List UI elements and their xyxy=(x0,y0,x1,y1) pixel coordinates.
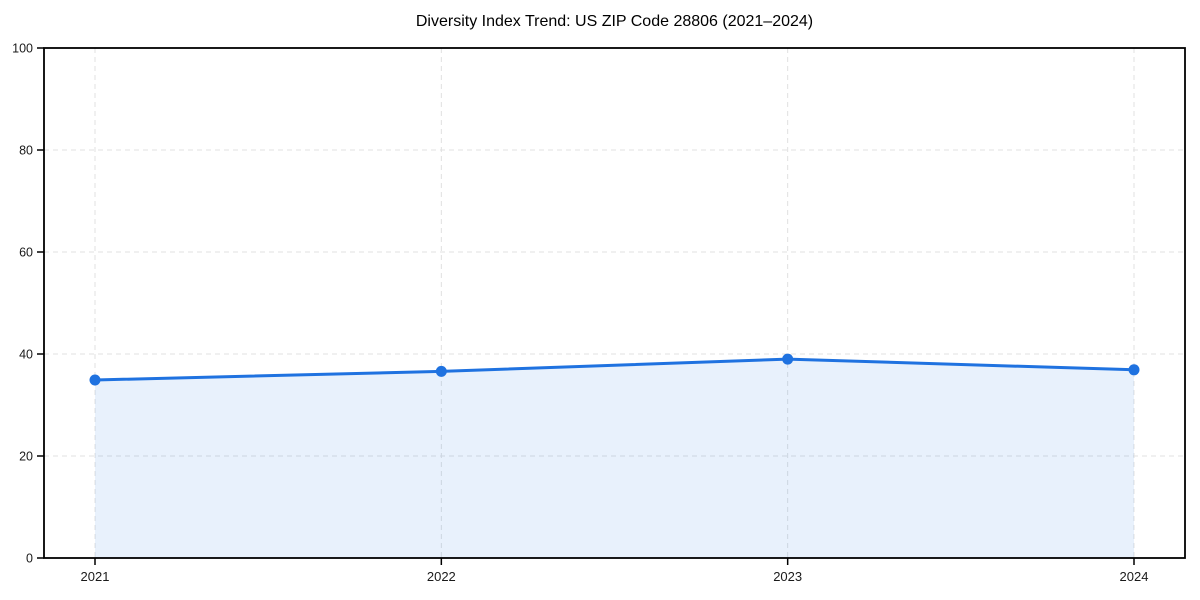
data-point-2022 xyxy=(435,365,447,377)
data-point-2023 xyxy=(782,353,794,365)
trend-line xyxy=(93,357,1136,382)
y-tick-label: 80 xyxy=(19,144,33,158)
data-point-2024 xyxy=(1128,364,1140,376)
area-fill xyxy=(95,359,1134,558)
chart-title: Diversity Index Trend: US ZIP Code 28806… xyxy=(415,13,814,30)
y-tick-label: 100 xyxy=(12,42,33,56)
x-tick-label: 2021 xyxy=(81,569,110,584)
data-point-2021 xyxy=(89,374,101,386)
y-tick-label: 0 xyxy=(26,552,33,566)
x-tick-label: 2023 xyxy=(773,569,802,584)
y-tick-label: 20 xyxy=(19,450,33,464)
y-tick-label: 60 xyxy=(19,246,33,260)
y-tick-label: 40 xyxy=(19,348,33,362)
x-tick-label: 2022 xyxy=(427,569,456,584)
plot-border xyxy=(43,47,1186,559)
x-tick-label: 2024 xyxy=(1120,569,1149,584)
